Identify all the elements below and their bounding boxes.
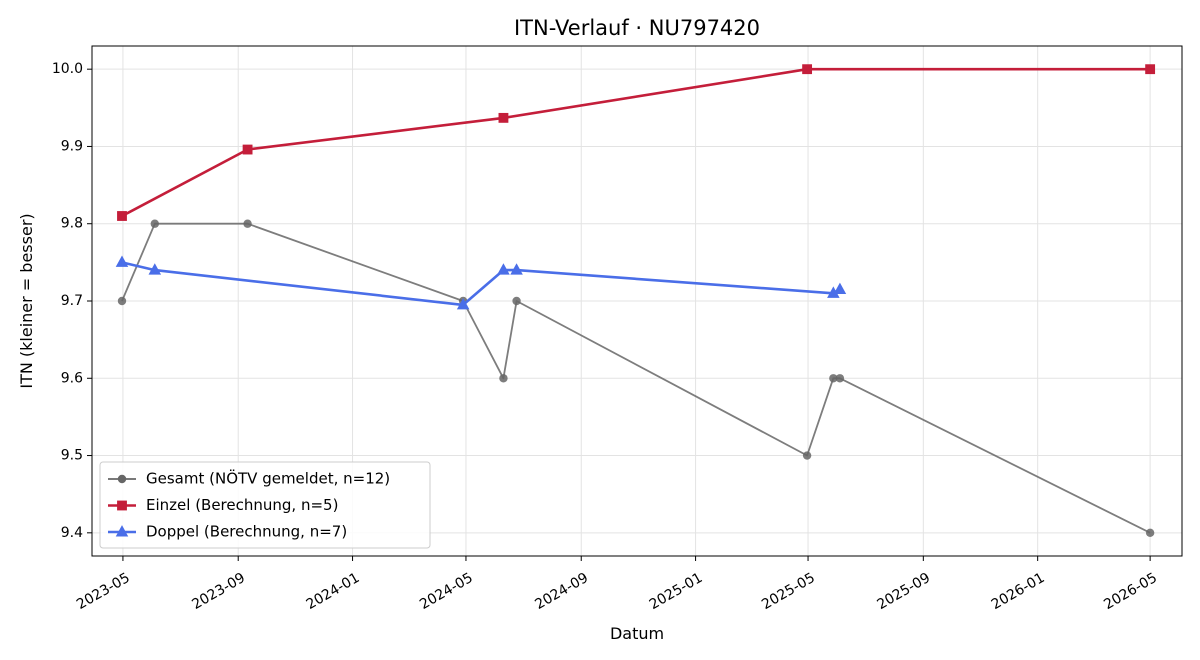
- x-tick-label: 2026-01: [989, 570, 1048, 613]
- data-point: [456, 298, 470, 310]
- x-tick-label: 2024-05: [417, 570, 476, 613]
- data-point: [243, 219, 252, 228]
- y-tick-label: 9.4: [61, 525, 83, 541]
- data-point: [498, 112, 509, 123]
- y-tick-label: 9.6: [61, 370, 83, 386]
- y-tick-label: 10.0: [52, 61, 83, 77]
- x-tick-label: 2025-09: [874, 570, 933, 613]
- data-point: [497, 263, 510, 275]
- series-line: [121, 67, 1151, 218]
- y-tick-label: 9.8: [61, 216, 83, 232]
- legend-item: Doppel (Berechnung, n=7): [108, 523, 347, 541]
- legend-marker: [117, 500, 127, 511]
- data-point: [117, 296, 127, 306]
- y-axis-label: ITN (kleiner = besser): [17, 213, 36, 388]
- legend-label: Doppel (Berechnung, n=7): [146, 523, 347, 541]
- y-tick-label: 9.5: [61, 448, 83, 464]
- series-triangle: [115, 255, 847, 310]
- data-point: [829, 374, 838, 383]
- x-tick-label: 2024-01: [304, 570, 363, 613]
- series-line: [121, 261, 841, 307]
- legend-label: Gesamt (NÖTV gemeldet, n=12): [146, 469, 390, 488]
- legend-marker: [117, 474, 127, 484]
- data-point: [833, 282, 847, 294]
- x-axis-label: Datum: [610, 624, 664, 643]
- data-point: [117, 211, 127, 221]
- legend-frame: [99, 461, 431, 549]
- data-point: [802, 64, 813, 75]
- x-tick-label: 2023-05: [74, 570, 133, 613]
- series-layer: [115, 64, 1156, 538]
- data-point: [827, 286, 840, 298]
- legend-label: Einzel (Berechnung, n=5): [146, 496, 338, 514]
- x-tick-label: 2024-09: [532, 570, 591, 613]
- x-axis-ticks: 2023-05 2023-09 2024-01 2024-05 2024-09 2025-…: [74, 556, 1160, 613]
- x-tick-label: 2025-05: [759, 570, 818, 613]
- y-tick-label: 9.9: [61, 138, 83, 154]
- data-point: [512, 296, 521, 306]
- data-point: [802, 451, 812, 460]
- legend-item: Einzel (Berechnung, n=5): [108, 496, 338, 514]
- legend-marker: [115, 525, 129, 537]
- data-point: [150, 219, 159, 228]
- x-tick-label: 2023-09: [189, 570, 248, 613]
- data-point: [1145, 528, 1155, 538]
- y-axis-ticks: 9.4 9.5 9.6 9.7 9.8 9.9 10.0: [52, 61, 92, 541]
- legend: Gesamt (NÖTV gemeldet, n=12) Einzel (Bere…: [99, 461, 431, 549]
- y-tick-label: 9.7: [61, 293, 83, 309]
- data-point: [510, 263, 523, 275]
- legend-item: Gesamt (NÖTV gemeldet, n=12): [108, 469, 390, 488]
- data-point: [835, 374, 845, 383]
- data-point: [242, 144, 253, 155]
- x-tick-label: 2026-05: [1101, 570, 1160, 613]
- data-point: [115, 255, 129, 267]
- data-point: [148, 263, 162, 275]
- data-point: [499, 374, 508, 383]
- data-point: [1145, 64, 1156, 75]
- chart-title: ITN-Verlauf · NU797420: [514, 16, 760, 40]
- series-square: [117, 64, 1156, 221]
- x-tick-label: 2025-01: [647, 570, 706, 613]
